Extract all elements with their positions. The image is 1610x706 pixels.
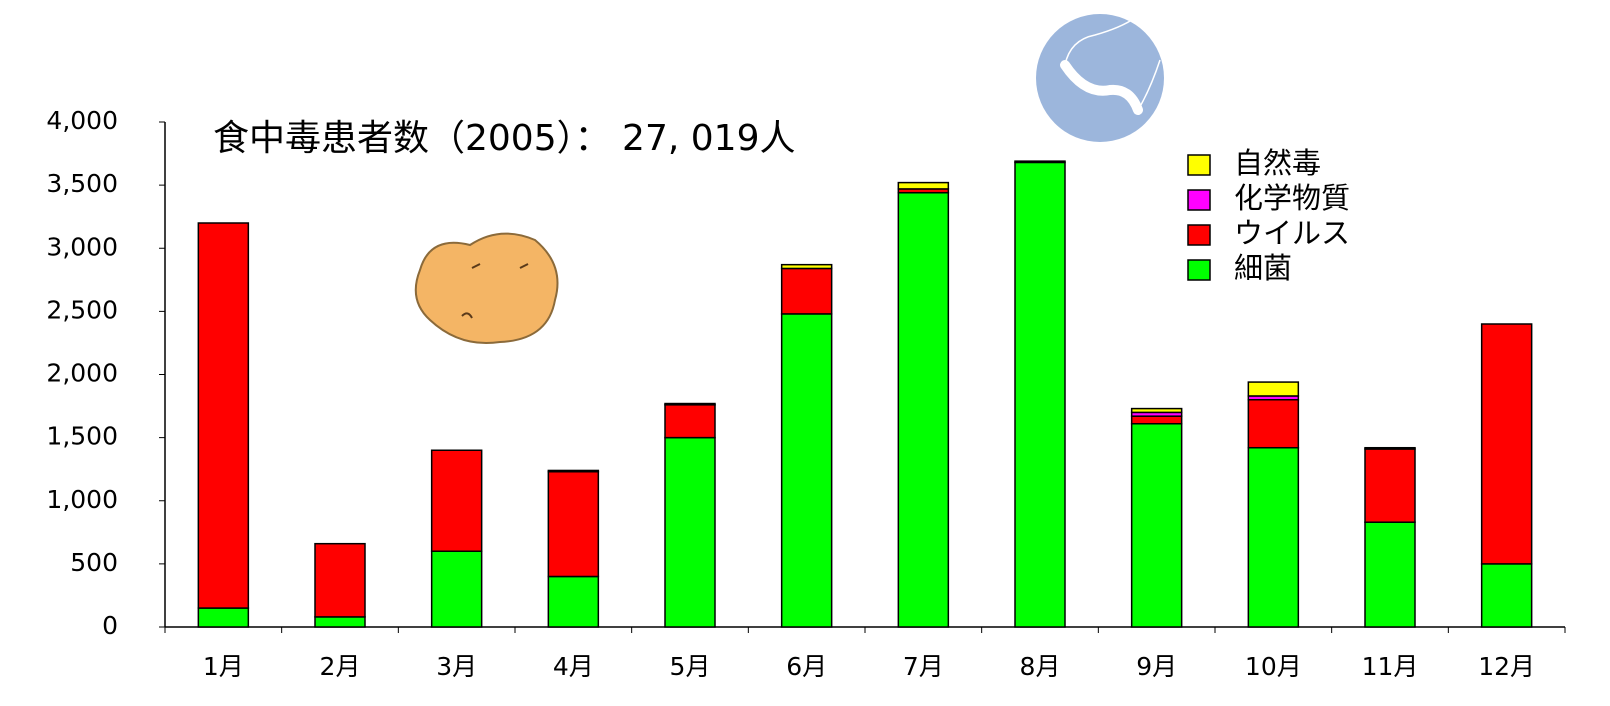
chart-title: 食中毒患者数（2005）： 27, 019人 bbox=[213, 118, 795, 159]
legend-label: 細菌 bbox=[1234, 251, 1292, 285]
x-tick-label: 3月 bbox=[436, 652, 477, 681]
bacteria-illustration bbox=[1036, 14, 1164, 142]
bar-segment bbox=[665, 404, 715, 405]
x-tick-label: 11月 bbox=[1362, 652, 1419, 681]
bar-segment bbox=[198, 223, 248, 608]
bar-segment bbox=[432, 551, 482, 627]
x-tick-label: 5月 bbox=[670, 652, 711, 681]
y-tick-label: 3,500 bbox=[46, 169, 118, 198]
bar-segment bbox=[1365, 449, 1415, 522]
bar-segment bbox=[665, 405, 715, 438]
x-tick-label: 6月 bbox=[786, 652, 827, 681]
y-tick-label: 2,500 bbox=[46, 295, 118, 324]
x-tick-label: 2月 bbox=[320, 652, 361, 681]
bar-segment bbox=[1132, 409, 1182, 413]
bar-segment bbox=[1015, 162, 1065, 627]
bar-segment bbox=[1365, 448, 1415, 449]
bar-segment bbox=[315, 544, 365, 617]
bar-segment bbox=[782, 268, 832, 313]
legend-swatch bbox=[1188, 190, 1210, 210]
y-tick-label: 500 bbox=[70, 548, 118, 577]
bar-segment bbox=[782, 314, 832, 627]
legend-swatch bbox=[1188, 155, 1210, 175]
x-tick-label: 9月 bbox=[1136, 652, 1177, 681]
bar-segment bbox=[782, 265, 832, 269]
bar-segment bbox=[1132, 416, 1182, 424]
x-tick-label: 7月 bbox=[903, 652, 944, 681]
legend-label: ウイルス bbox=[1234, 216, 1350, 250]
y-tick-label: 2,000 bbox=[46, 359, 118, 388]
legend-label: 化学物質 bbox=[1234, 181, 1350, 215]
bar-segment bbox=[1482, 324, 1532, 564]
bar-segment bbox=[898, 183, 948, 189]
y-tick-label: 0 bbox=[102, 611, 118, 640]
legend-swatch bbox=[1188, 260, 1210, 280]
bar-segment bbox=[432, 450, 482, 551]
bar-segment bbox=[548, 470, 598, 471]
legend-swatch bbox=[1188, 225, 1210, 245]
bar-segment bbox=[1248, 448, 1298, 627]
y-tick-label: 3,000 bbox=[46, 232, 118, 261]
bar-segment bbox=[898, 193, 948, 627]
bar-segment bbox=[665, 438, 715, 627]
y-tick-label: 1,000 bbox=[46, 485, 118, 514]
bar-segment bbox=[548, 472, 598, 577]
bar-segment bbox=[1132, 424, 1182, 627]
bar-segment bbox=[315, 617, 365, 627]
bar-segment bbox=[1248, 382, 1298, 396]
y-tick-label: 4,000 bbox=[46, 106, 118, 135]
bar-segment bbox=[1248, 400, 1298, 448]
bar-segment bbox=[1365, 522, 1415, 627]
bar-segment bbox=[198, 608, 248, 627]
chart: 食中毒患者数（2005）： 27, 019人 0 500 1,000 1,500 2,0… bbox=[0, 0, 1610, 706]
y-tick-label: 1,500 bbox=[46, 422, 118, 451]
legend-label: 自然毒 bbox=[1234, 146, 1321, 180]
x-tick-label: 8月 bbox=[1020, 652, 1061, 681]
x-tick-label: 12月 bbox=[1478, 652, 1535, 681]
bar-segment bbox=[1015, 161, 1065, 162]
x-tick-label: 1月 bbox=[203, 652, 244, 681]
bar-segment bbox=[548, 577, 598, 628]
x-tick-label: 4月 bbox=[553, 652, 594, 681]
potato-illustration bbox=[416, 234, 558, 343]
bar-segment bbox=[1482, 564, 1532, 627]
x-tick-label: 10月 bbox=[1245, 652, 1302, 681]
